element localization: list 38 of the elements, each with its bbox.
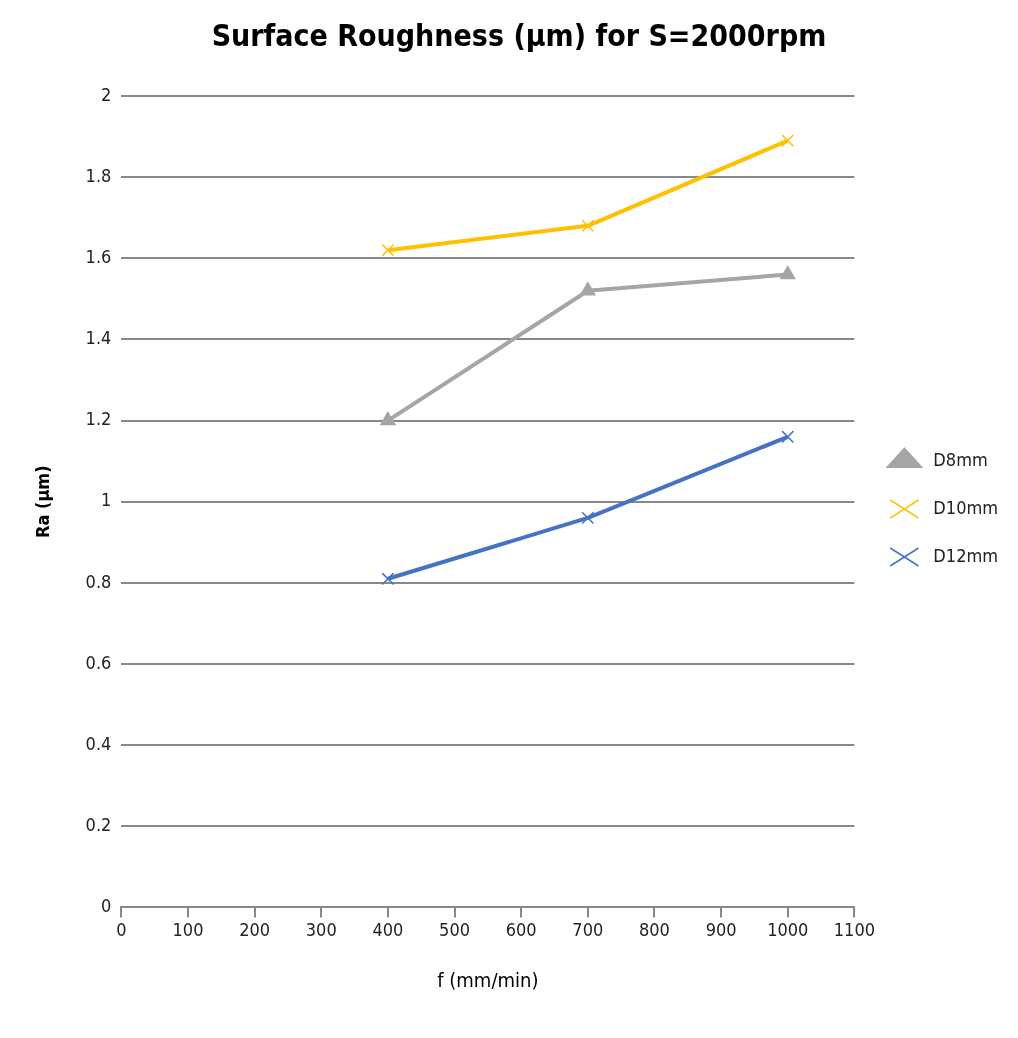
y-tick-label: 0.2 — [85, 813, 112, 835]
legend-label: D10mm — [933, 496, 999, 518]
x-axis-title: f (mm/min) — [437, 968, 539, 993]
point — [381, 572, 395, 586]
chart-title: Surface Roughness (µm) for S=2000rpm — [211, 17, 827, 53]
x-tick-label: 200 — [239, 918, 271, 940]
y-tick-label: 1.6 — [85, 245, 112, 267]
x-tick-label: 700 — [572, 918, 604, 940]
x-tick-label: 1000 — [767, 918, 809, 940]
x-tick-label: 400 — [372, 918, 404, 940]
point — [781, 430, 795, 444]
y-axis-title: Ra (µm) — [32, 465, 54, 539]
x-tick-label: 300 — [305, 918, 337, 940]
x-tick-label: 800 — [639, 918, 670, 940]
y-tick-label: 0.4 — [85, 732, 112, 754]
point — [781, 134, 795, 148]
x-tick-label: 600 — [505, 918, 537, 940]
x-tick-label: 1100 — [833, 918, 875, 940]
x-tick-label: 500 — [439, 918, 470, 940]
y-tick-label: 1.8 — [85, 164, 112, 186]
y-tick-label: 1 — [101, 489, 112, 511]
x-tick-label: 100 — [172, 918, 204, 940]
y-tick-label: 1.2 — [85, 408, 112, 430]
point — [580, 281, 596, 296]
y-tick-label: 0.8 — [85, 570, 112, 592]
point — [380, 411, 396, 426]
point — [581, 219, 595, 233]
point — [381, 243, 395, 257]
legend-label: D12mm — [933, 544, 999, 566]
y-tick-label: 2 — [101, 83, 112, 105]
point — [780, 265, 796, 280]
y-tick-label: 0 — [101, 895, 112, 917]
legend-label: D8mm — [933, 448, 988, 470]
point — [581, 511, 595, 525]
y-tick-label: 0.6 — [85, 651, 112, 673]
x-tick-label: 0 — [116, 918, 127, 940]
y-tick-label: 1.4 — [85, 327, 112, 349]
x-tick-label: 900 — [705, 918, 737, 940]
